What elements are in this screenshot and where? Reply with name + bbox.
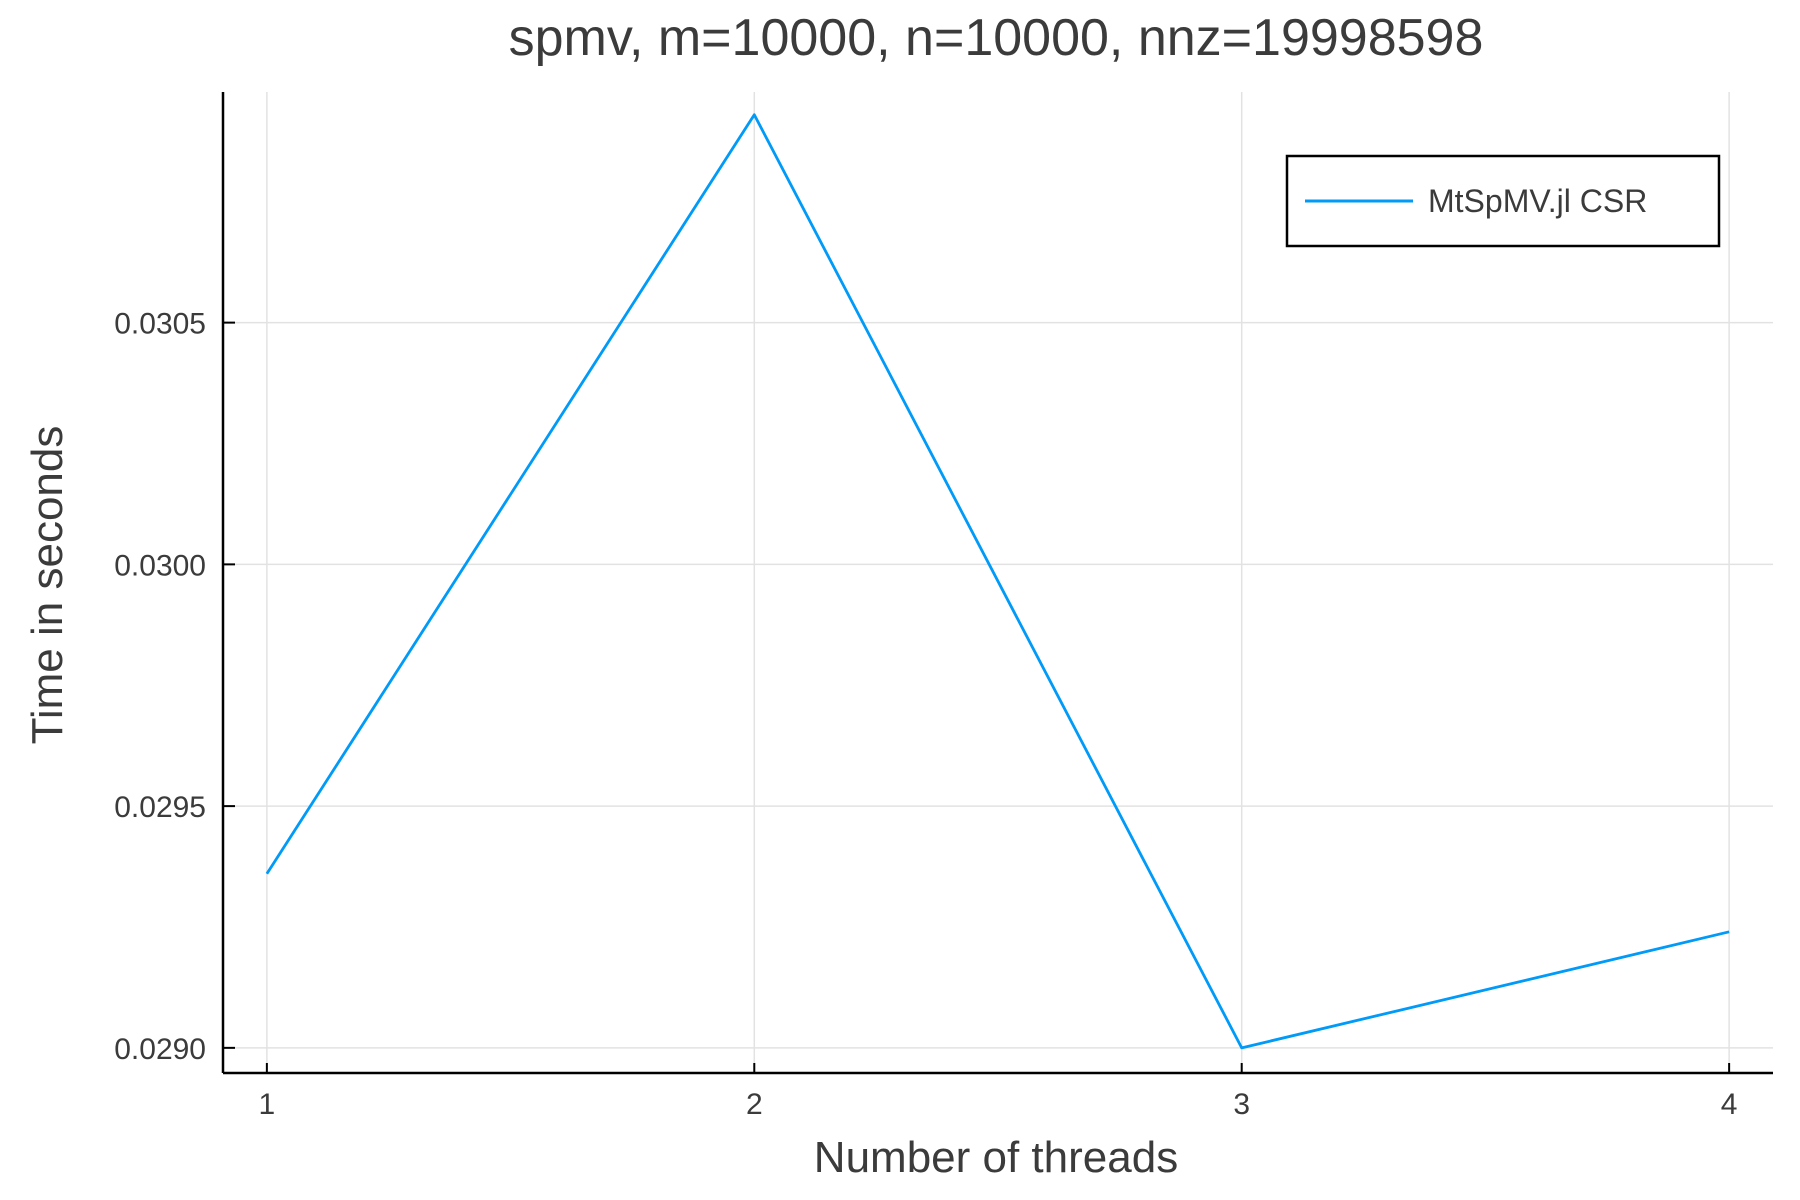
y-tick-label: 0.0305 (114, 308, 206, 341)
y-axis-label: Time in seconds (23, 426, 72, 745)
series-lines (265, 113, 1730, 1050)
x-tick-label: 1 (259, 1088, 276, 1121)
y-tick-label: 0.0295 (114, 791, 206, 824)
legend-box (1285, 154, 1721, 248)
x-tick-label: 4 (1721, 1088, 1738, 1121)
legend: MtSpMV.jl CSR (1285, 154, 1721, 248)
legend-label: MtSpMV.jl CSR (1428, 183, 1647, 219)
x-axis-label: Number of threads (814, 1133, 1178, 1182)
series-line (265, 113, 1730, 1050)
gridlines (223, 92, 1773, 1073)
chart-title: spmv, m=10000, n=10000, nnz=19998598 (509, 9, 1484, 67)
axis-ticks: 1 2 3 4 0.0290 0.0295 0.0300 0.0305 (114, 308, 1737, 1121)
x-tick-label: 2 (746, 1088, 763, 1121)
y-tick-label: 0.0290 (114, 1033, 206, 1066)
x-tick-label: 3 (1233, 1088, 1250, 1121)
y-tick-label: 0.0300 (114, 549, 206, 582)
